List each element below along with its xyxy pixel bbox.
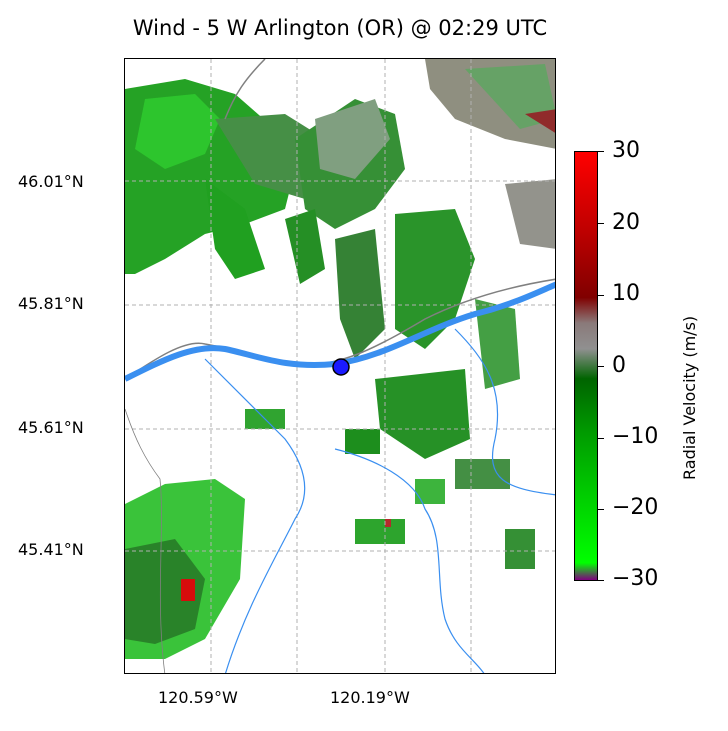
colorbar-tick: [598, 438, 604, 439]
lat-label-45-61: 45.61°N: [18, 418, 84, 437]
colorbar-tick: [598, 151, 604, 152]
colorbar-label-minus-10: −10: [612, 424, 659, 449]
colorbar-tick: [598, 509, 604, 510]
lon-label-120-59: 120.59°W: [158, 688, 238, 707]
colorbar-label-30: 30: [612, 138, 640, 163]
lat-label-45-81: 45.81°N: [18, 294, 84, 313]
colorbar-tick: [598, 366, 604, 367]
colorbar-label-0: 0: [612, 353, 626, 378]
colorbar-unit-label: Radial Velocity (m/s): [680, 315, 699, 480]
map-title: Wind - 5 W Arlington (OR) @ 02:29 UTC: [132, 16, 548, 40]
colorbar-tick: [598, 580, 604, 581]
colorbar-label-minus-30: −30: [612, 566, 659, 591]
colorbar-tick: [598, 223, 604, 224]
colorbar: [574, 151, 598, 581]
radar-map[interactable]: [124, 58, 556, 674]
lon-label-120-19: 120.19°W: [330, 688, 410, 707]
colorbar-label-20: 20: [612, 210, 640, 235]
map-canvas: [125, 59, 555, 673]
station-marker[interactable]: [332, 358, 350, 376]
colorbar-label-minus-20: −20: [612, 495, 659, 520]
colorbar-tick: [598, 295, 604, 296]
lat-label-46-01: 46.01°N: [18, 172, 84, 191]
lat-label-45-41: 45.41°N: [18, 540, 84, 559]
colorbar-label-10: 10: [612, 281, 640, 306]
